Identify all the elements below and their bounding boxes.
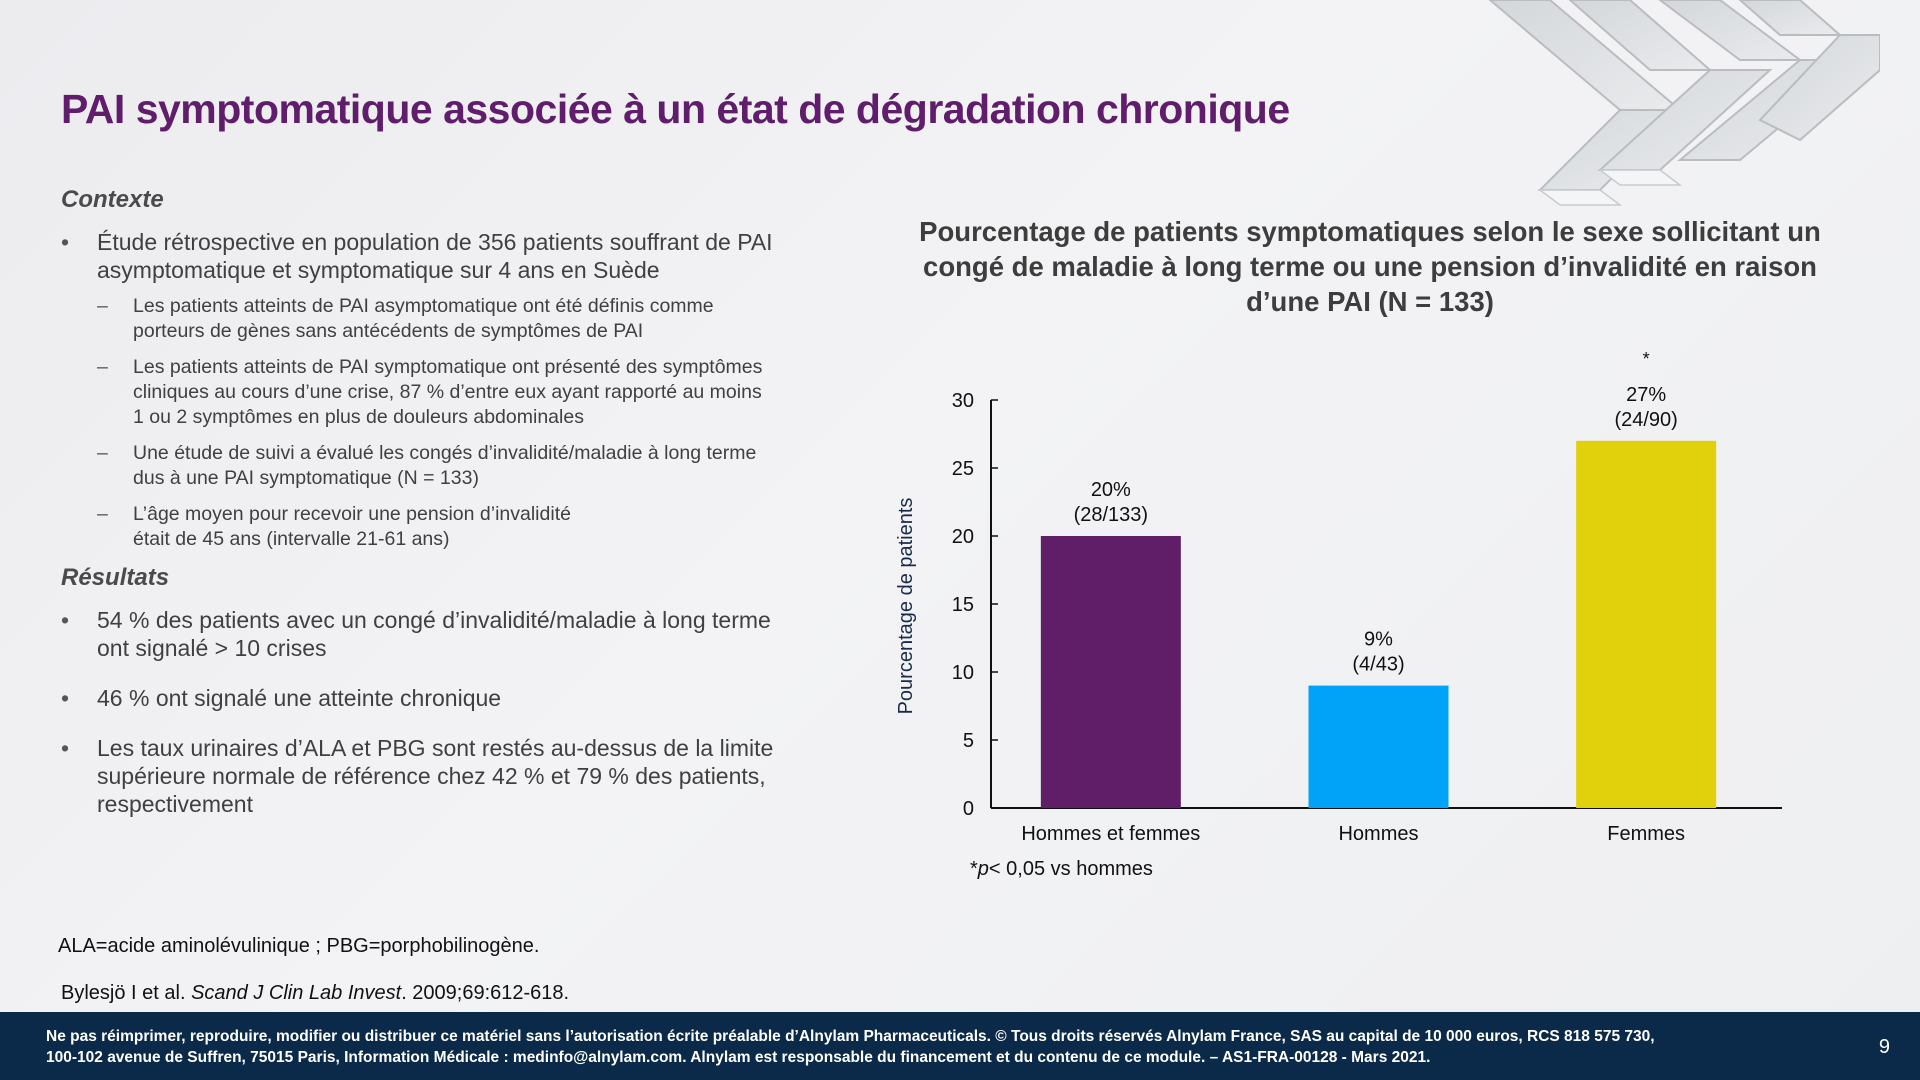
sub-line: L’âge moyen pour recevoir une pension d’… (133, 503, 571, 525)
bar-1 (1308, 685, 1449, 808)
x-tick-label: Hommes (1338, 823, 1418, 845)
bar-0 (1040, 536, 1181, 808)
chart-title: Pourcentage de patients symptomatiques s… (850, 214, 1890, 319)
sub-line: était de 45 ans (intervalle 21-61 ans) (133, 528, 450, 550)
significance-marker: * (1643, 349, 1650, 369)
legal-notice: Ne pas réimprimer, reproduire, modifier … (46, 1026, 1786, 1068)
results-section: Résultats 54 % des patients avec un cong… (61, 564, 841, 818)
reference-rest: . 2009;69:612-618. (401, 982, 570, 1004)
results-line: supérieure normale de référence chez 42 … (97, 763, 766, 789)
sub-item: Les patients atteints de PAI symptomatiq… (97, 355, 841, 430)
results-line: respectivement (97, 791, 253, 817)
data-label-pct: 27% (1626, 384, 1666, 406)
context-sublist: Les patients atteints de PAI asymptomati… (97, 294, 841, 552)
reference-authors: Bylesjö I et al. (61, 982, 192, 1004)
data-label-pct: 9% (1364, 629, 1393, 651)
context-bullet-line: asymptomatique et symptomatique sur 4 an… (97, 257, 660, 283)
reference-journal: Scand J Clin Lab Invest (191, 982, 402, 1004)
y-tick-label: 30 (952, 390, 974, 412)
sub-item: Une étude de suivi a évalué les congés d… (97, 441, 841, 491)
page-number: 9 (1878, 1036, 1890, 1058)
chart-title-line: d’une PAI (N = 133) (1246, 286, 1494, 317)
chart-title-line: Pourcentage de patients symptomatiques s… (919, 216, 1821, 247)
legal-line: 100-102 avenue de Suffren, 75015 Paris, … (46, 1049, 1431, 1066)
y-tick-label: 10 (952, 662, 974, 684)
results-line: Les taux urinaires d’ALA et PBG sont res… (97, 735, 774, 761)
footer-bar: Ne pas réimprimer, reproduire, modifier … (0, 1012, 1920, 1080)
page-title: PAI symptomatique associée à un état de … (61, 86, 1290, 132)
significance-note: *p< 0,05 vs hommes (970, 858, 1153, 881)
x-tick-label: Hommes et femmes (1021, 823, 1200, 845)
y-tick-label: 25 (952, 458, 974, 480)
y-tick-label: 15 (952, 594, 974, 616)
text-panel: Contexte Étude rétrospective en populati… (61, 186, 841, 840)
sub-line: porteurs de gènes sans antécédents de sy… (133, 320, 644, 342)
sub-item: Les patients atteints de PAI asymptomati… (97, 294, 841, 344)
data-label-pct: 20% (1091, 479, 1131, 501)
sub-line: Une étude de suivi a évalué les congés d… (133, 442, 757, 464)
data-label-n: (28/133) (1074, 504, 1149, 526)
reference: Bylesjö I et al. Scand J Clin Lab Invest… (61, 982, 569, 1005)
y-axis-label: Pourcentage de patients (895, 498, 917, 715)
note-italic: p (977, 858, 989, 880)
bar-2 (1576, 440, 1717, 808)
context-bullet-line: Étude rétrospective en population de 356… (97, 229, 773, 255)
results-bullet: 54 % des patients avec un congé d’invali… (61, 606, 841, 662)
note-rest: < 0,05 vs hommes (988, 858, 1153, 880)
legal-line: Ne pas réimprimer, reproduire, modifier … (46, 1028, 1655, 1045)
y-tick-label: 20 (952, 526, 974, 548)
results-bullet: 46 % ont signalé une atteinte chronique (61, 684, 841, 712)
chart-title-line: congé de maladie à long terme ou une pen… (923, 251, 1817, 282)
x-tick-label: Femmes (1607, 823, 1685, 845)
context-list: Étude rétrospective en population de 356… (61, 228, 841, 552)
maze-decoration (1240, 0, 1880, 215)
results-list: 54 % des patients avec un congé d’invali… (61, 606, 841, 818)
results-bullet: Les taux urinaires d’ALA et PBG sont res… (61, 734, 841, 818)
data-label-n: (24/90) (1614, 409, 1677, 431)
y-tick-label: 5 (963, 730, 974, 752)
context-heading: Contexte (61, 186, 164, 213)
sub-item: L’âge moyen pour recevoir une pension d’… (97, 502, 841, 552)
sub-line: dus à une PAI symptomatique (N = 133) (133, 467, 479, 489)
sub-line: Les patients atteints de PAI symptomatiq… (133, 356, 763, 378)
y-tick-label: 0 (963, 798, 974, 820)
sub-line: Les patients atteints de PAI asymptomati… (133, 295, 714, 317)
results-line: ont signalé > 10 crises (97, 635, 327, 661)
data-label-n: (4/43) (1352, 654, 1404, 676)
context-bullet: Étude rétrospective en population de 356… (61, 228, 841, 552)
note-prefix: * (970, 858, 978, 880)
results-heading: Résultats (61, 564, 170, 591)
sub-line: cliniques au cours d’une crise, 87 % d’e… (133, 381, 762, 403)
abbreviations-note: ALA=acide aminolévulinique ; PBG=porphob… (58, 935, 540, 957)
results-line: 54 % des patients avec un congé d’invali… (97, 607, 771, 633)
results-line: 46 % ont signalé une atteinte chronique (97, 685, 502, 711)
sub-line: 1 ou 2 symptômes en plus de douleurs abd… (133, 406, 584, 428)
